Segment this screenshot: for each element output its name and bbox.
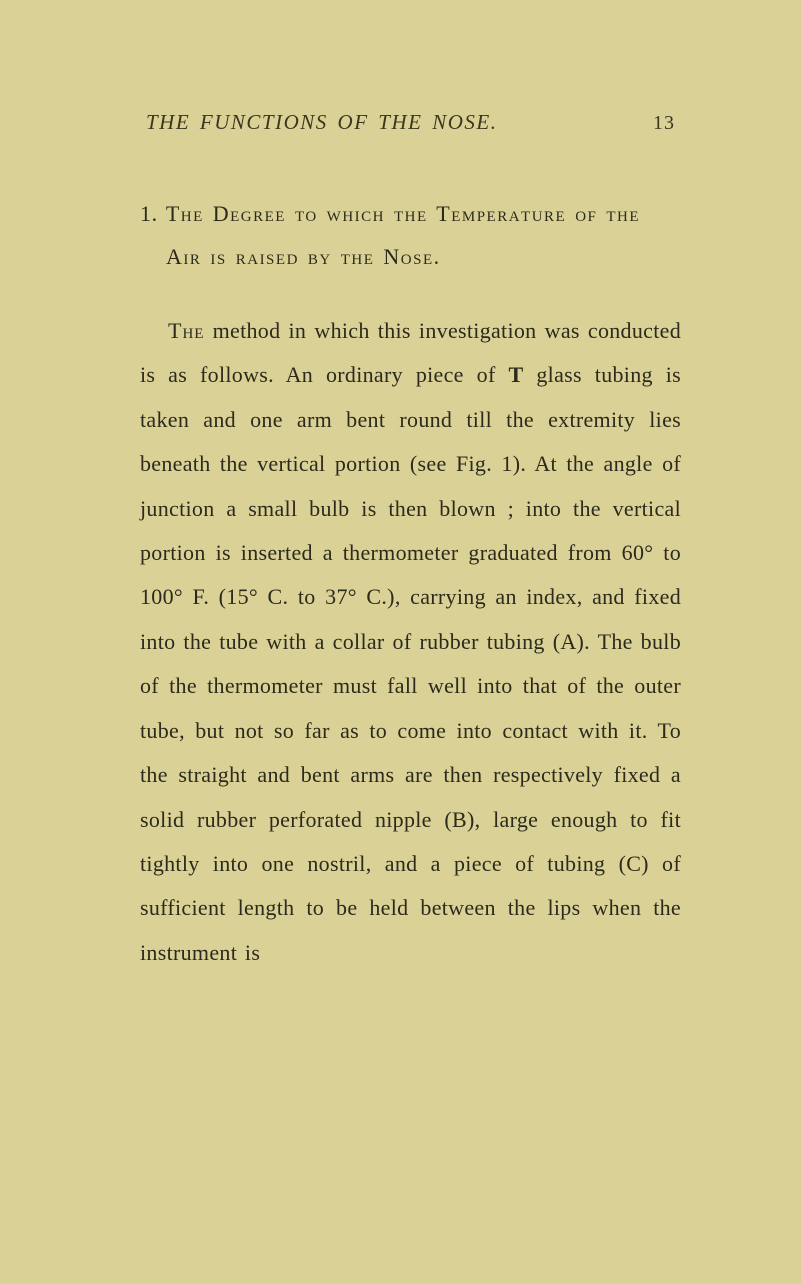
section-number: 1. [140,201,158,226]
section-title: The Degree to which the Tempera­ture of … [166,201,640,269]
lead-word: The [168,318,204,343]
page: THE FUNCTIONS OF THE NOSE. 13 1. The Deg… [0,0,801,1284]
section-heading: 1. The Degree to which the Tempera­ture … [140,193,681,279]
body-rest: method in which this investigation was c… [140,318,681,965]
running-head: THE FUNCTIONS OF THE NOSE. 13 [140,110,681,135]
body-paragraph: The method in which this investigation w… [140,309,681,976]
running-title: THE FUNCTIONS OF THE NOSE. [146,110,497,135]
page-number: 13 [653,112,675,135]
